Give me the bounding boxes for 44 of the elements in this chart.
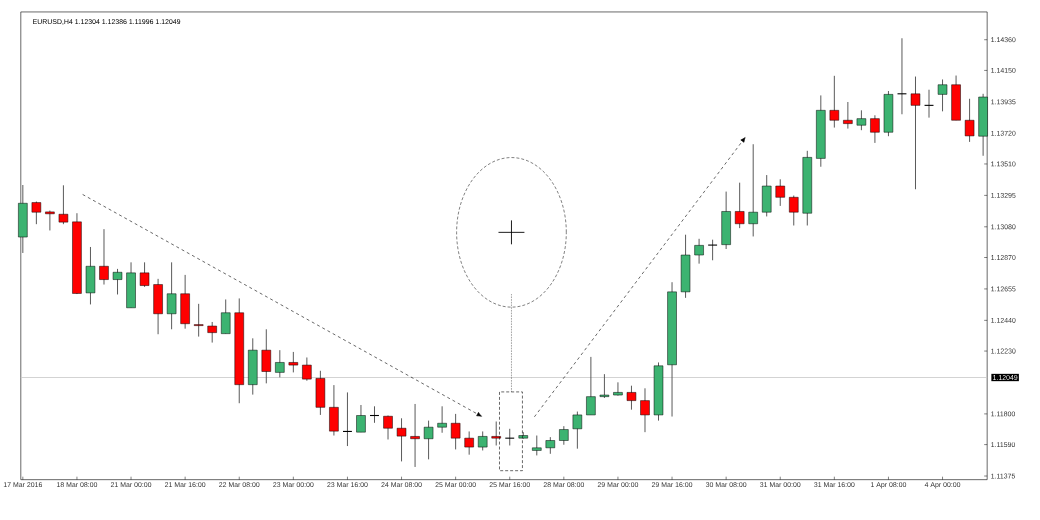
candlestick [450, 413, 461, 451]
candlestick [396, 418, 407, 463]
candlestick [613, 382, 623, 397]
candlestick [599, 373, 610, 399]
candlestick [342, 392, 353, 447]
candlestick [559, 425, 569, 446]
candlestick [423, 420, 434, 461]
candlestick [856, 110, 867, 131]
candlestick [410, 403, 420, 468]
candlestick [302, 357, 312, 382]
candlestick [640, 388, 650, 433]
candlestick [626, 385, 637, 411]
candlestick [734, 182, 745, 229]
candlestick [532, 435, 542, 457]
candlestick [937, 79, 948, 113]
candlestick [221, 299, 231, 335]
candlestick [356, 404, 366, 433]
candlestick [58, 185, 69, 225]
candlestick [437, 406, 447, 434]
candlestick [369, 406, 380, 424]
candlestick [112, 268, 123, 296]
candlestick [261, 328, 271, 385]
candlestick [964, 98, 975, 143]
candlestick [748, 143, 758, 238]
candlestick [477, 431, 488, 452]
candlestick [288, 351, 299, 374]
candlestick [829, 75, 840, 129]
candlestick [99, 228, 109, 286]
candlestick [775, 179, 785, 207]
candlestick [694, 238, 704, 265]
candlestick [166, 262, 177, 330]
candlestick [910, 76, 921, 190]
candlestick [193, 303, 204, 338]
candlestick [329, 384, 339, 437]
candlestick [789, 195, 799, 227]
candlestick [843, 101, 853, 130]
candlestick [139, 262, 150, 288]
candlestick [207, 321, 217, 344]
candlestick [275, 349, 285, 379]
candlestick [870, 115, 880, 144]
candlestick [586, 356, 596, 416]
candlestick [707, 239, 718, 261]
candlestick [572, 411, 583, 450]
candlestick [464, 431, 474, 456]
